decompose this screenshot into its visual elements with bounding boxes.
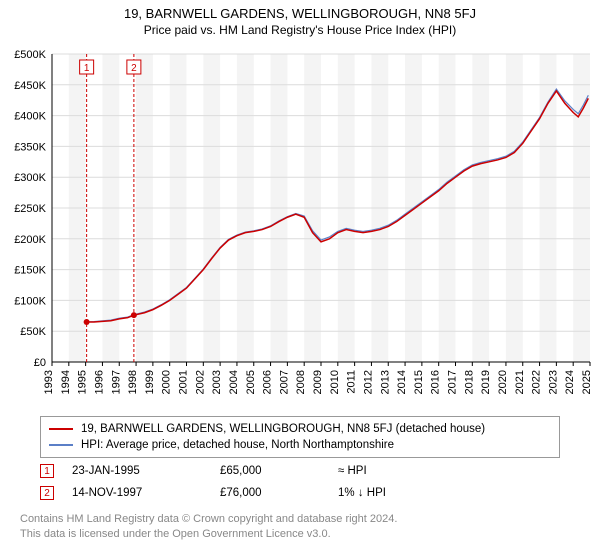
svg-text:1997: 1997 [110,370,122,394]
svg-text:2019: 2019 [480,370,492,394]
svg-text:2009: 2009 [312,370,324,394]
svg-text:2004: 2004 [228,370,240,394]
svg-text:2021: 2021 [514,370,526,394]
legend-swatch [49,444,73,446]
svg-text:2014: 2014 [396,370,408,394]
svg-text:2008: 2008 [295,370,307,394]
event-marker-icon: 2 [40,486,54,500]
svg-text:2000: 2000 [161,370,173,394]
svg-text:1995: 1995 [77,370,89,394]
event-note: ≈ HPI [338,465,458,477]
svg-text:£300K: £300K [14,172,46,184]
legend-row: 19, BARNWELL GARDENS, WELLINGBOROUGH, NN… [49,421,551,437]
svg-text:2010: 2010 [329,370,341,394]
svg-text:2002: 2002 [194,370,206,394]
footer-line: Contains HM Land Registry data © Crown c… [20,512,580,527]
title-block: 19, BARNWELL GARDENS, WELLINGBOROUGH, NN… [0,0,600,37]
svg-text:2024: 2024 [564,370,576,394]
svg-text:2023: 2023 [547,370,559,394]
svg-text:1996: 1996 [93,370,105,394]
legend: 19, BARNWELL GARDENS, WELLINGBOROUGH, NN… [40,416,560,458]
chart-subtitle: Price paid vs. HM Land Registry's House … [0,23,600,37]
svg-text:1998: 1998 [127,370,139,394]
svg-text:2003: 2003 [211,370,223,394]
event-price: £65,000 [220,465,320,477]
legend-label: HPI: Average price, detached house, Nort… [81,439,394,451]
event-price: £76,000 [220,487,320,499]
svg-text:£350K: £350K [14,141,46,153]
svg-text:1: 1 [84,63,90,74]
svg-text:2: 2 [131,63,137,74]
svg-text:2006: 2006 [262,370,274,394]
svg-text:2022: 2022 [531,370,543,394]
line-chart: £0 £50K £100K £150K £200K £250K £300K £350K £400… [0,44,600,404]
svg-text:2016: 2016 [430,370,442,394]
svg-text:2012: 2012 [362,370,374,394]
svg-text:£450K: £450K [14,80,46,92]
svg-text:2001: 2001 [178,370,190,394]
legend-swatch [49,428,73,430]
svg-text:2018: 2018 [463,370,475,394]
svg-text:1999: 1999 [144,370,156,394]
event-marker-icon: 1 [40,464,54,478]
svg-text:1994: 1994 [60,370,72,394]
svg-text:£200K: £200K [14,234,46,246]
svg-text:£100K: £100K [14,295,46,307]
svg-text:2020: 2020 [497,370,509,394]
svg-text:£0: £0 [34,357,46,369]
svg-text:£50K: £50K [20,326,46,338]
event-table: 1 23-JAN-1995 £65,000 ≈ HPI 2 14-NOV-199… [40,460,560,504]
legend-label: 19, BARNWELL GARDENS, WELLINGBOROUGH, NN… [81,423,485,435]
svg-text:2017: 2017 [447,370,459,394]
legend-row: HPI: Average price, detached house, Nort… [49,437,551,453]
event-date: 23-JAN-1995 [72,465,202,477]
chart-title: 19, BARNWELL GARDENS, WELLINGBOROUGH, NN… [0,6,600,21]
event-date: 14-NOV-1997 [72,487,202,499]
svg-text:2011: 2011 [346,370,358,394]
svg-text:2013: 2013 [379,370,391,394]
svg-text:2025: 2025 [581,370,593,394]
footer-licence: Contains HM Land Registry data © Crown c… [20,512,580,542]
event-row: 2 14-NOV-1997 £76,000 1% ↓ HPI [40,482,560,504]
svg-text:2007: 2007 [278,370,290,394]
svg-text:2015: 2015 [413,370,425,394]
svg-text:2005: 2005 [245,370,257,394]
svg-text:£500K: £500K [14,49,46,61]
chart-area: £0 £50K £100K £150K £200K £250K £300K £350K £400… [0,44,600,404]
svg-text:1993: 1993 [43,370,55,394]
footer-line: This data is licensed under the Open Gov… [20,527,580,542]
svg-text:£250K: £250K [14,203,46,215]
svg-text:£400K: £400K [14,111,46,123]
event-row: 1 23-JAN-1995 £65,000 ≈ HPI [40,460,560,482]
event-note: 1% ↓ HPI [338,487,458,499]
svg-text:£150K: £150K [14,265,46,277]
chart-container: 19, BARNWELL GARDENS, WELLINGBOROUGH, NN… [0,0,600,560]
